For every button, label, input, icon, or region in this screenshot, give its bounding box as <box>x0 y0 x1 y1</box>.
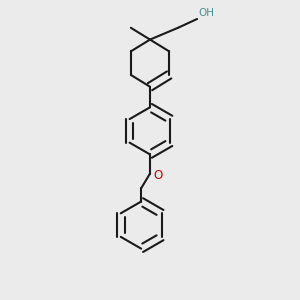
Text: OH: OH <box>199 8 214 17</box>
Text: O: O <box>154 169 163 182</box>
